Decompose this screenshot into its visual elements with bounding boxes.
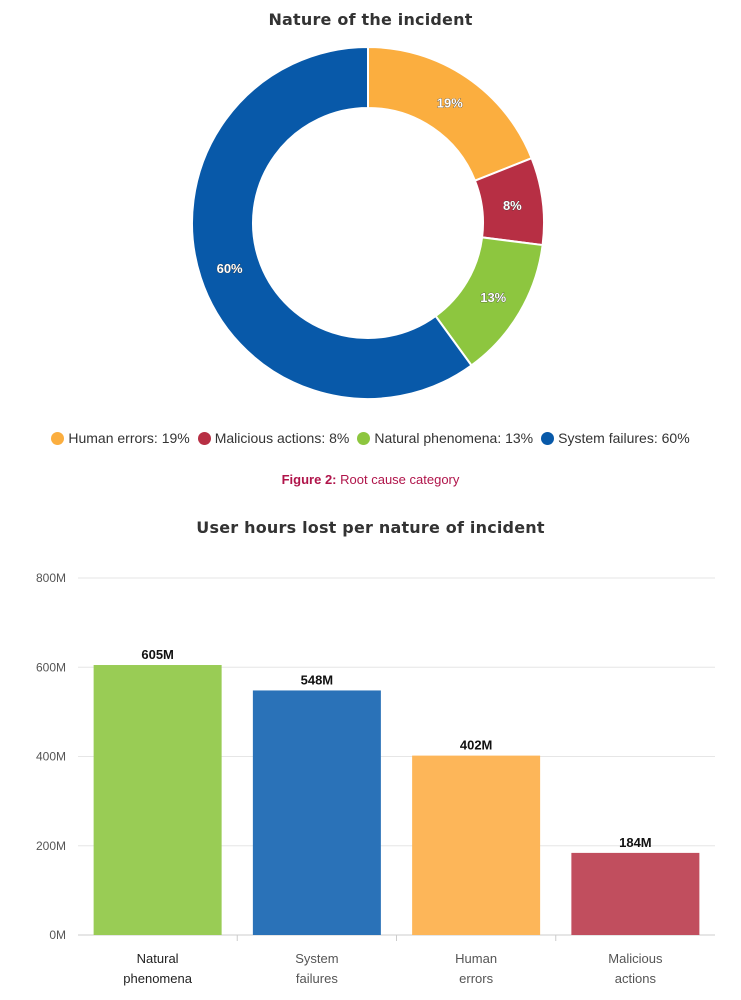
donut-label-malicious-actions: 8% — [503, 198, 522, 213]
y-tick-label: 200M — [36, 839, 66, 853]
x-tick-label-human-errors: Human — [455, 951, 497, 966]
x-tick-label-malicious-actions: actions — [615, 971, 657, 986]
donut-label-system-failures: 60% — [217, 261, 243, 276]
bar-chart-title: User hours lost per nature of incident — [196, 518, 545, 537]
y-tick-label: 600M — [36, 660, 66, 674]
donut-legend: Human errors: 19% Malicious actions: 8% Na… — [0, 430, 741, 446]
legend-label-system-failures: System failures: 60% — [558, 430, 690, 446]
legend-label-human-errors: Human errors: 19% — [68, 430, 190, 446]
legend-item-system-failures[interactable]: System failures: 60% — [541, 430, 690, 446]
legend-item-malicious-actions[interactable]: Malicious actions: 8% — [197, 430, 350, 446]
y-tick-label: 400M — [36, 750, 66, 764]
bar-value-label-malicious-actions: 184M — [619, 835, 652, 850]
bar-value-label-system-failures: 548M — [301, 672, 334, 687]
bar-human-errors[interactable] — [412, 755, 541, 935]
figure-caption-text: Root cause category — [340, 472, 460, 487]
donut-label-human-errors: 19% — [437, 96, 463, 111]
legend-marker-malicious-actions — [197, 432, 211, 445]
donut-chart: 19% 8% 13% 60% — [191, 45, 545, 400]
bar-system-failures[interactable] — [252, 690, 381, 935]
bar-natural-phenomena[interactable] — [93, 665, 222, 935]
bar-value-label-natural-phenomena: 605M — [141, 647, 174, 662]
x-tick-label-system-failures: failures — [296, 971, 338, 986]
legend-label-malicious-actions: Malicious actions: 8% — [214, 430, 350, 446]
x-tick-label-natural-phenomena: Natural — [137, 951, 179, 966]
y-tick-label: 800M — [36, 571, 66, 585]
figure-caption: Figure 2: Root cause category — [0, 472, 741, 487]
bar-value-label-human-errors: 402M — [460, 738, 493, 753]
legend-marker-human-errors — [51, 432, 65, 445]
legend-item-natural-phenomena[interactable]: Natural phenomena: 13% — [357, 430, 533, 446]
legend-label-natural-phenomena: Natural phenomena: 13% — [374, 430, 534, 446]
legend-marker-system-failures — [541, 432, 555, 445]
x-tick-label-human-errors: errors — [459, 971, 493, 986]
donut-label-natural-phenomena: 13% — [480, 290, 506, 305]
donut-slice-system-failures[interactable] — [191, 45, 473, 400]
figure-caption-label: Figure 2: — [281, 472, 337, 487]
bar-malicious-actions[interactable] — [571, 852, 700, 935]
x-tick-label-natural-phenomena: phenomena — [123, 971, 192, 986]
x-tick-label-malicious-actions: Malicious — [608, 951, 663, 966]
x-tick-label-system-failures: System — [295, 951, 338, 966]
bar-chart: 0M 200M 400M 600M 800M 605M Natural phenomena 54… — [36, 571, 715, 986]
donut-chart-title: Nature of the incident — [268, 10, 473, 29]
donut-slice-human-errors[interactable] — [367, 45, 533, 182]
legend-marker-natural-phenomena — [357, 432, 371, 445]
y-tick-label: 0M — [49, 928, 66, 942]
legend-item-human-errors[interactable]: Human errors: 19% — [51, 430, 190, 446]
